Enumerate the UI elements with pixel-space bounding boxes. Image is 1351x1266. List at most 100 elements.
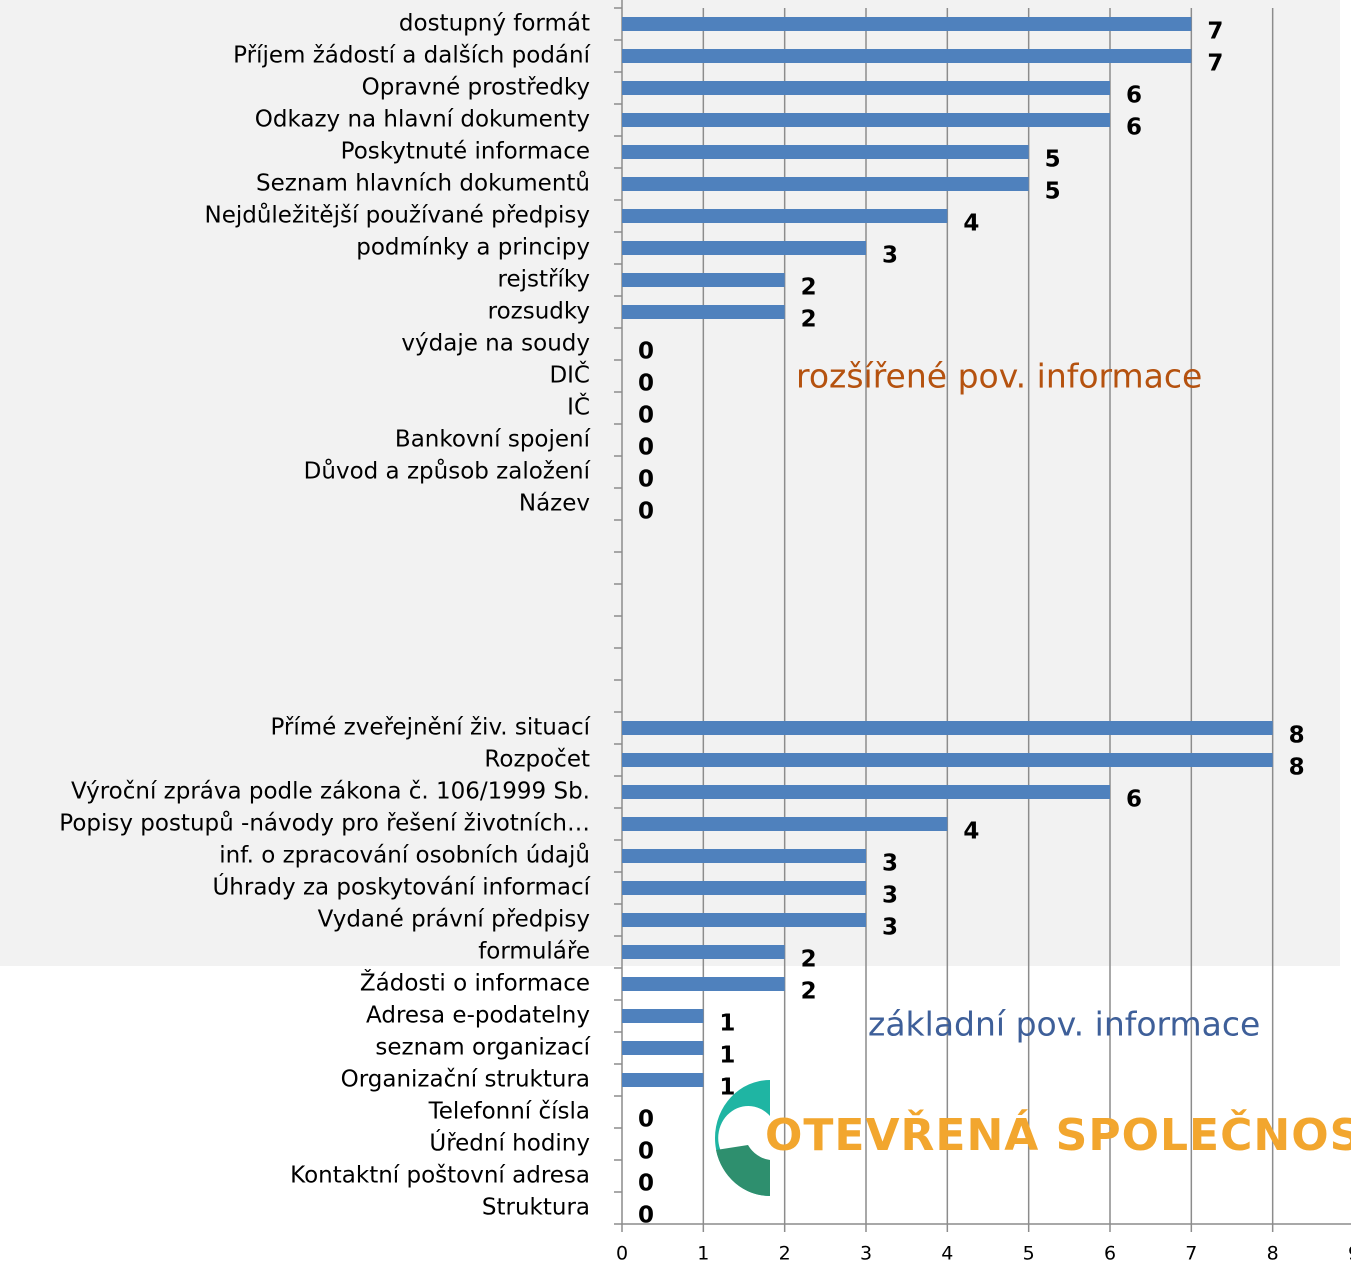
value-label: 0 xyxy=(638,1107,654,1133)
bar xyxy=(622,785,1110,799)
y-tick-label: Odkazy na hlavní dokumenty xyxy=(255,107,590,133)
bar xyxy=(622,113,1110,127)
bar xyxy=(622,753,1273,767)
x-tick-label: 8 xyxy=(1267,1243,1279,1265)
y-tick-label: Název xyxy=(519,491,590,517)
y-tick-label: inf. o zpracování osobních údajů xyxy=(219,842,590,869)
bar xyxy=(622,817,948,831)
value-label: 7 xyxy=(1207,51,1223,77)
y-tick-label: Poskytnuté informace xyxy=(341,139,590,165)
value-label: 0 xyxy=(638,1203,654,1229)
value-label: 6 xyxy=(1126,83,1142,109)
bar xyxy=(622,273,785,287)
value-label: 6 xyxy=(1126,787,1142,813)
y-tick-label: dostupný formát xyxy=(399,11,590,37)
value-label: 4 xyxy=(963,211,979,237)
y-tick-label: Rozpočet xyxy=(484,747,590,773)
y-tick-label: výdaje na soudy xyxy=(401,331,590,357)
value-label: 6 xyxy=(1126,115,1142,141)
value-label: 0 xyxy=(638,435,654,461)
y-tick-label: Opravné prostředky xyxy=(362,75,590,101)
x-tick-label: 7 xyxy=(1185,1243,1197,1265)
value-label: 5 xyxy=(1045,147,1061,173)
y-tick-label: DIČ xyxy=(549,361,590,389)
bar xyxy=(622,305,785,319)
y-tick-label: Úřední hodiny xyxy=(429,1129,590,1157)
y-tick-label: Bankovní spojení xyxy=(395,427,591,453)
value-label: 0 xyxy=(638,499,654,525)
value-label: 5 xyxy=(1045,179,1061,205)
y-tick-label: Organizační struktura xyxy=(341,1067,590,1093)
y-tick-label: Kontaktní poštovní adresa xyxy=(290,1163,590,1189)
bar xyxy=(622,849,866,863)
bar xyxy=(622,913,866,927)
value-label: 8 xyxy=(1289,755,1305,781)
y-tick-label: Přímé zveřejnění živ. situací xyxy=(270,715,590,741)
bar xyxy=(622,881,866,895)
bar xyxy=(622,177,1029,191)
value-label: 1 xyxy=(719,1011,735,1037)
value-label: 7 xyxy=(1207,19,1223,45)
value-label: 3 xyxy=(882,915,898,941)
bar xyxy=(622,17,1192,31)
y-tick-label: Výroční zpráva podle zákona č. 106/1999 … xyxy=(71,779,590,805)
bar xyxy=(622,209,948,223)
value-label: 0 xyxy=(638,1139,654,1165)
x-tick-label: 5 xyxy=(1023,1243,1035,1265)
background-panel xyxy=(0,0,1340,966)
annotation: základní pov. informace xyxy=(868,1005,1260,1044)
x-tick-label: 9 xyxy=(1348,1243,1351,1265)
bar xyxy=(622,945,785,959)
logo xyxy=(715,1080,770,1197)
y-tick-label: rozsudky xyxy=(488,299,590,325)
value-label: 8 xyxy=(1289,723,1305,749)
y-tick-label: seznam organizací xyxy=(375,1035,590,1061)
value-label: 3 xyxy=(882,883,898,909)
logo-shape xyxy=(716,1145,770,1197)
bar xyxy=(622,81,1110,95)
bar xyxy=(622,49,1192,63)
y-tick-label: Žádosti o informace xyxy=(360,969,590,997)
value-label: 3 xyxy=(882,851,898,877)
y-tick-label: Adresa e-podatelny xyxy=(366,1003,590,1029)
y-tick-label: Úhrady za poskytování informací xyxy=(212,873,590,901)
value-label: 1 xyxy=(719,1043,735,1069)
value-label: 2 xyxy=(801,979,817,1005)
bar xyxy=(622,241,866,255)
y-tick-label: Popisy postupů -návody pro řešení životn… xyxy=(59,810,590,837)
value-label: 2 xyxy=(801,307,817,333)
value-label: 1 xyxy=(719,1075,735,1101)
y-tick-label: Telefonní čísla xyxy=(428,1099,590,1125)
y-tick-label: formuláře xyxy=(478,939,590,965)
value-label: 2 xyxy=(801,947,817,973)
annotation: rozšířené pov. informace xyxy=(796,357,1202,396)
y-tick-label: Nejdůležitější používané předpisy xyxy=(204,202,590,229)
value-label: 4 xyxy=(963,819,979,845)
value-label: 2 xyxy=(801,275,817,301)
x-tick-label: 1 xyxy=(697,1243,709,1265)
value-label: 0 xyxy=(638,371,654,397)
bar xyxy=(622,145,1029,159)
value-label: 0 xyxy=(638,339,654,365)
value-label: 0 xyxy=(638,403,654,429)
y-tick-label: Struktura xyxy=(482,1195,590,1221)
x-tick-label: 4 xyxy=(941,1243,953,1265)
bar xyxy=(622,721,1273,735)
x-tick-label: 0 xyxy=(616,1243,628,1265)
value-label: 3 xyxy=(882,243,898,269)
x-tick-label: 2 xyxy=(779,1243,791,1265)
x-tick-label: 3 xyxy=(860,1243,872,1265)
bar xyxy=(622,977,785,991)
y-tick-label: IČ xyxy=(567,393,590,421)
value-label: 0 xyxy=(638,1171,654,1197)
y-tick-label: podmínky a principy xyxy=(356,235,590,261)
y-tick-label: rejstříky xyxy=(498,267,590,293)
bar xyxy=(622,1041,704,1055)
bar xyxy=(622,1073,704,1087)
y-tick-label: Důvod a způsob založení xyxy=(304,458,591,485)
logo-text: OTEVŘENÁ SPOLEČNOST xyxy=(765,1108,1351,1161)
x-tick-label: 6 xyxy=(1104,1243,1116,1265)
y-tick-label: Příjem žádostí a dalších podání xyxy=(233,43,590,69)
y-tick-label: Seznam hlavních dokumentů xyxy=(256,170,590,197)
